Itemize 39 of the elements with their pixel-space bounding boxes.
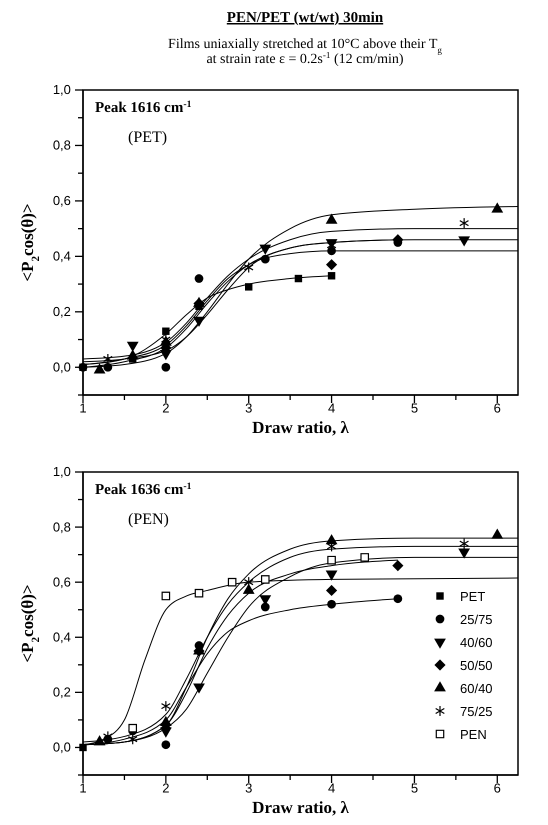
- annotation: (PEN): [128, 511, 169, 528]
- y-tick-label: 0,8: [52, 138, 71, 153]
- y-tick-label: 0,2: [52, 304, 71, 319]
- x-tick-label: 3: [245, 780, 252, 796]
- annotation: Peak 1616 cm$^{-1}$: [95, 98, 192, 116]
- x-axis-title: Draw ratio, λ: [252, 798, 350, 817]
- x-tick-label: 2: [162, 780, 170, 796]
- y-tick-label: 1,0: [52, 82, 71, 98]
- annotation: (PET): [128, 129, 168, 146]
- x-tick-label: 6: [494, 400, 501, 416]
- legend-label: PET: [460, 589, 486, 604]
- y-tick-label: 0,4: [52, 629, 71, 644]
- x-tick-label: 3: [245, 400, 252, 416]
- x-tick-label: 4: [328, 780, 336, 796]
- legend-label: 25/75: [460, 612, 493, 627]
- legend-label: 75/25: [460, 704, 493, 719]
- x-tick-label: 2: [162, 400, 170, 416]
- y-tick-label: 0,6: [52, 574, 71, 590]
- x-tick-label: 1: [79, 400, 87, 416]
- x-tick-label: 4: [328, 400, 336, 416]
- legend-label: PEN: [460, 727, 487, 742]
- text: Films uniaxially stretched at 10°C above their T$_{g}$ at strain rate ε = 0.2s$^{-1}$ (12 cm/min): [168, 37, 442, 67]
- x-axis-title: Draw ratio, λ: [252, 418, 350, 437]
- y-tick-label: 1,0: [52, 464, 71, 480]
- legend-label: 50/50: [460, 658, 493, 673]
- y-tick-label: 0,2: [52, 684, 71, 700]
- chart-title: PEN/PET (wt/wt) 30min: [226, 10, 384, 26]
- x-tick-label: 5: [410, 780, 418, 796]
- y-tick-label: 0,0: [52, 740, 71, 755]
- legend-label: 60/40: [460, 681, 493, 696]
- x-tick-label: 5: [410, 400, 418, 416]
- y-tick-label: 0,6: [52, 193, 71, 208]
- x-tick-label: 6: [494, 780, 501, 796]
- y-tick-label: 0,4: [52, 248, 71, 264]
- annotation: Peak 1636 cm$^{-1}$: [95, 480, 192, 498]
- legend-label: 40/60: [460, 635, 493, 650]
- y-tick-label: 0,0: [52, 359, 71, 374]
- x-tick-label: 1: [79, 780, 87, 796]
- y-tick-label: 0,8: [52, 519, 71, 534]
